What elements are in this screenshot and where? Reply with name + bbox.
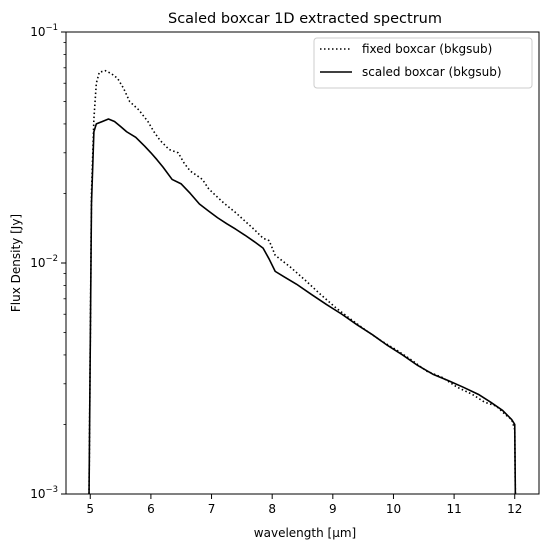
x-axis: 5 6 7 8 9 10 11 12 (86, 494, 522, 516)
x-tick-label: 9 (329, 502, 337, 516)
x-axis-label: wavelength [μm] (254, 526, 356, 540)
x-tick-label: 11 (446, 502, 461, 516)
series-layer (88, 69, 517, 495)
series-line-fixed-boxcar (88, 69, 517, 495)
x-tick-label: 8 (268, 502, 276, 516)
x-tick-label: 10 (386, 502, 401, 516)
y-tick-label: 10−1 (30, 23, 58, 39)
legend-label-fixed: fixed boxcar (bkgsub) (362, 42, 492, 56)
x-tick-label: 7 (208, 502, 216, 516)
series-line-scaled-boxcar (88, 118, 517, 495)
x-tick-label: 12 (507, 502, 522, 516)
plot-area (66, 32, 539, 494)
legend: fixed boxcar (bkgsub) scaled boxcar (bkg… (313, 37, 533, 89)
x-tick-label: 6 (147, 502, 155, 516)
x-tick-label: 5 (86, 502, 94, 516)
y-tick-label: 10−2 (30, 254, 58, 270)
y-axis: 10−3 10−2 10−1 (30, 23, 66, 501)
legend-box (313, 37, 533, 89)
legend-label-scaled: scaled boxcar (bkgsub) (362, 65, 502, 79)
chart-title: Scaled boxcar 1D extracted spectrum (168, 11, 442, 27)
y-tick-label: 10−3 (30, 485, 58, 501)
y-axis-label: Flux Density [Jy] (9, 214, 23, 312)
